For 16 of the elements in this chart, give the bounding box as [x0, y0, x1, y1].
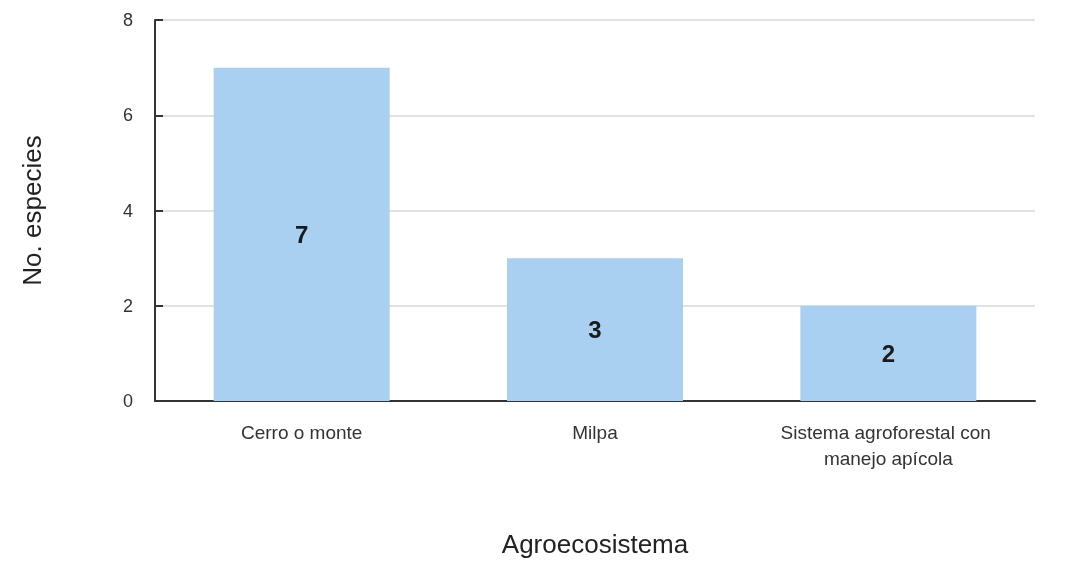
bar [213, 67, 390, 401]
y-tick-label: 4 [122, 200, 133, 221]
x-tick-label: Sistema agroforestal con manejo apícola [780, 421, 997, 469]
y-tick-label: 8 [122, 10, 133, 30]
y-tick-label: 2 [122, 295, 133, 316]
x-axis-title: Agroecosistema [501, 529, 689, 559]
bar [507, 258, 683, 401]
y-tick-label: 6 [122, 105, 133, 126]
y-tick-label: 0 [122, 391, 133, 411]
x-tick-label: Milpa [572, 421, 619, 443]
x-tick-label: Cerro o monte [240, 421, 363, 443]
y-axis-title: No. especies [17, 135, 47, 286]
data-label: 2 [881, 339, 896, 367]
data-label: 3 [588, 316, 602, 344]
data-label: 7 [294, 220, 309, 248]
bar [800, 305, 977, 401]
